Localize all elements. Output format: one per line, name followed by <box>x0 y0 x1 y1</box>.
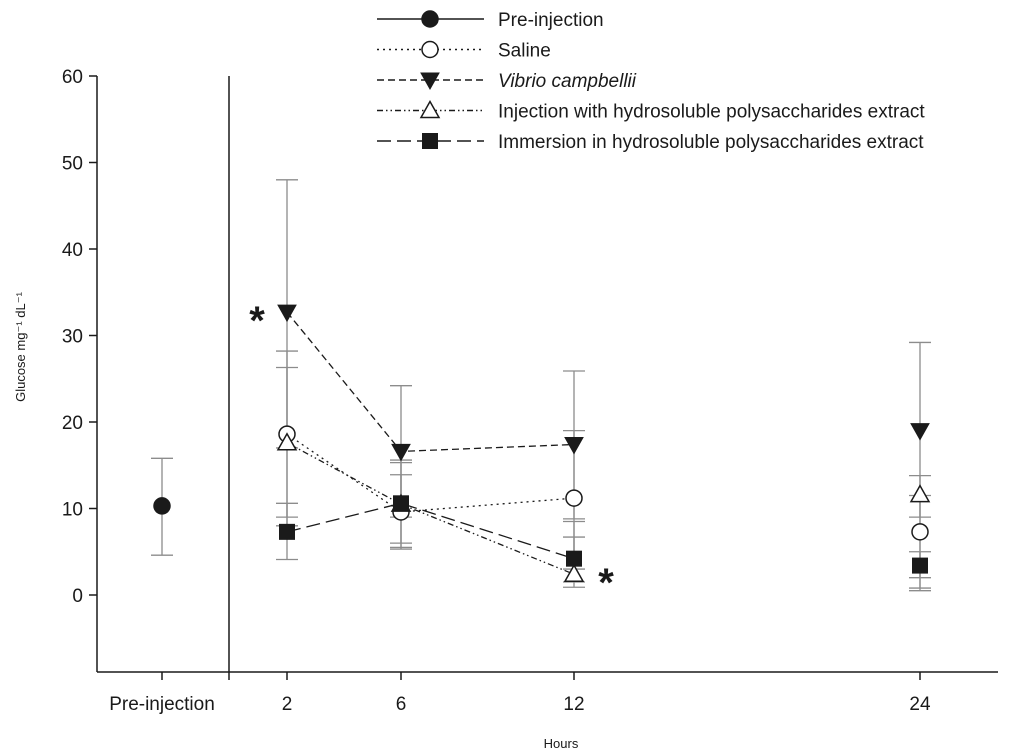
line-vibrio-campbellii <box>286 311 575 453</box>
point-vibrio-campbellii-2 <box>277 304 297 323</box>
x-axis-label: Hours <box>544 736 579 751</box>
point-vibrio-campbellii-24 <box>910 423 930 441</box>
y-tick-label-40: 40 <box>62 240 83 261</box>
point-immersion-in-hydrosoluble-polysaccharides-extract-6 <box>393 495 409 512</box>
legend-marker-injection-with-hydrosoluble-polysaccharides-extract <box>419 99 441 119</box>
significance-star-2: * <box>598 561 614 605</box>
line-injection-with-hydrosoluble-polysaccharides-extract <box>286 442 575 575</box>
legend-marker-vibrio-campbellii <box>420 72 440 91</box>
point-immersion-in-hydrosoluble-polysaccharides-extract-12 <box>566 550 582 567</box>
x-tick-label-6: 6 <box>396 694 407 715</box>
point-saline-24 <box>911 523 929 541</box>
point-immersion-in-hydrosoluble-polysaccharides-extract-2 <box>279 523 295 540</box>
point-injection-with-hydrosoluble-polysaccharides-extract-2 <box>276 432 298 451</box>
legend-label-injection-with-hydrosoluble-polysaccharides-extract: Injection with hydrosoluble polysacchari… <box>498 102 925 123</box>
y-tick-label-60: 60 <box>62 67 83 88</box>
y-tick-label-30: 30 <box>62 327 83 348</box>
legend-label-immersion-in-hydrosoluble-polysaccharides-extract: Immersion in hydrosoluble polysaccharide… <box>498 132 924 153</box>
legend-marker-saline <box>421 40 439 59</box>
annotations: ** <box>249 299 614 605</box>
point-injection-with-hydrosoluble-polysaccharides-extract-24 <box>909 484 931 503</box>
legend-label-saline: Saline <box>498 41 551 62</box>
point-injection-with-hydrosoluble-polysaccharides-extract-12 <box>563 563 585 582</box>
y-tick-label-10: 10 <box>62 500 83 521</box>
significance-star-1: * <box>249 299 265 343</box>
series-lines <box>286 311 575 575</box>
point-vibrio-campbellii-6 <box>391 443 411 462</box>
legend-marker-pre-injection <box>421 10 439 28</box>
point-saline-12 <box>565 489 583 507</box>
point-immersion-in-hydrosoluble-polysaccharides-extract-24 <box>912 557 928 574</box>
y-tick-label-50: 50 <box>62 154 83 175</box>
y-axis-label: Glucose mg⁻¹ dL⁻¹ <box>13 291 28 401</box>
legend-label-pre-injection: Pre-injection <box>498 10 604 31</box>
series-markers <box>153 304 931 582</box>
legend-label-vibrio-campbellii: Vibrio campbellii <box>498 71 637 92</box>
y-tick-label-0: 0 <box>72 586 83 607</box>
y-tick-label-20: 20 <box>62 413 83 434</box>
x-tick-label-2: 2 <box>282 694 293 715</box>
axes: 0 10 20 30 40 50 60 Pre-injection 2 6 12 24 <box>62 67 998 715</box>
legend-marker-immersion-in-hydrosoluble-polysaccharides-extract <box>422 133 438 149</box>
x-tick-label-24: 24 <box>909 694 931 715</box>
line-immersion-in-hydrosoluble-polysaccharides-extract <box>286 502 575 560</box>
x-tick-label-pre-injection: Pre-injection <box>109 694 215 715</box>
legend: Pre-injection Saline Vibrio campbellii Inje… <box>377 10 925 153</box>
x-tick-label-12: 12 <box>563 694 584 715</box>
point-vibrio-campbellii-12 <box>564 436 584 455</box>
error-bars <box>151 179 931 592</box>
point-pre-injection-pre-injection <box>153 497 171 515</box>
